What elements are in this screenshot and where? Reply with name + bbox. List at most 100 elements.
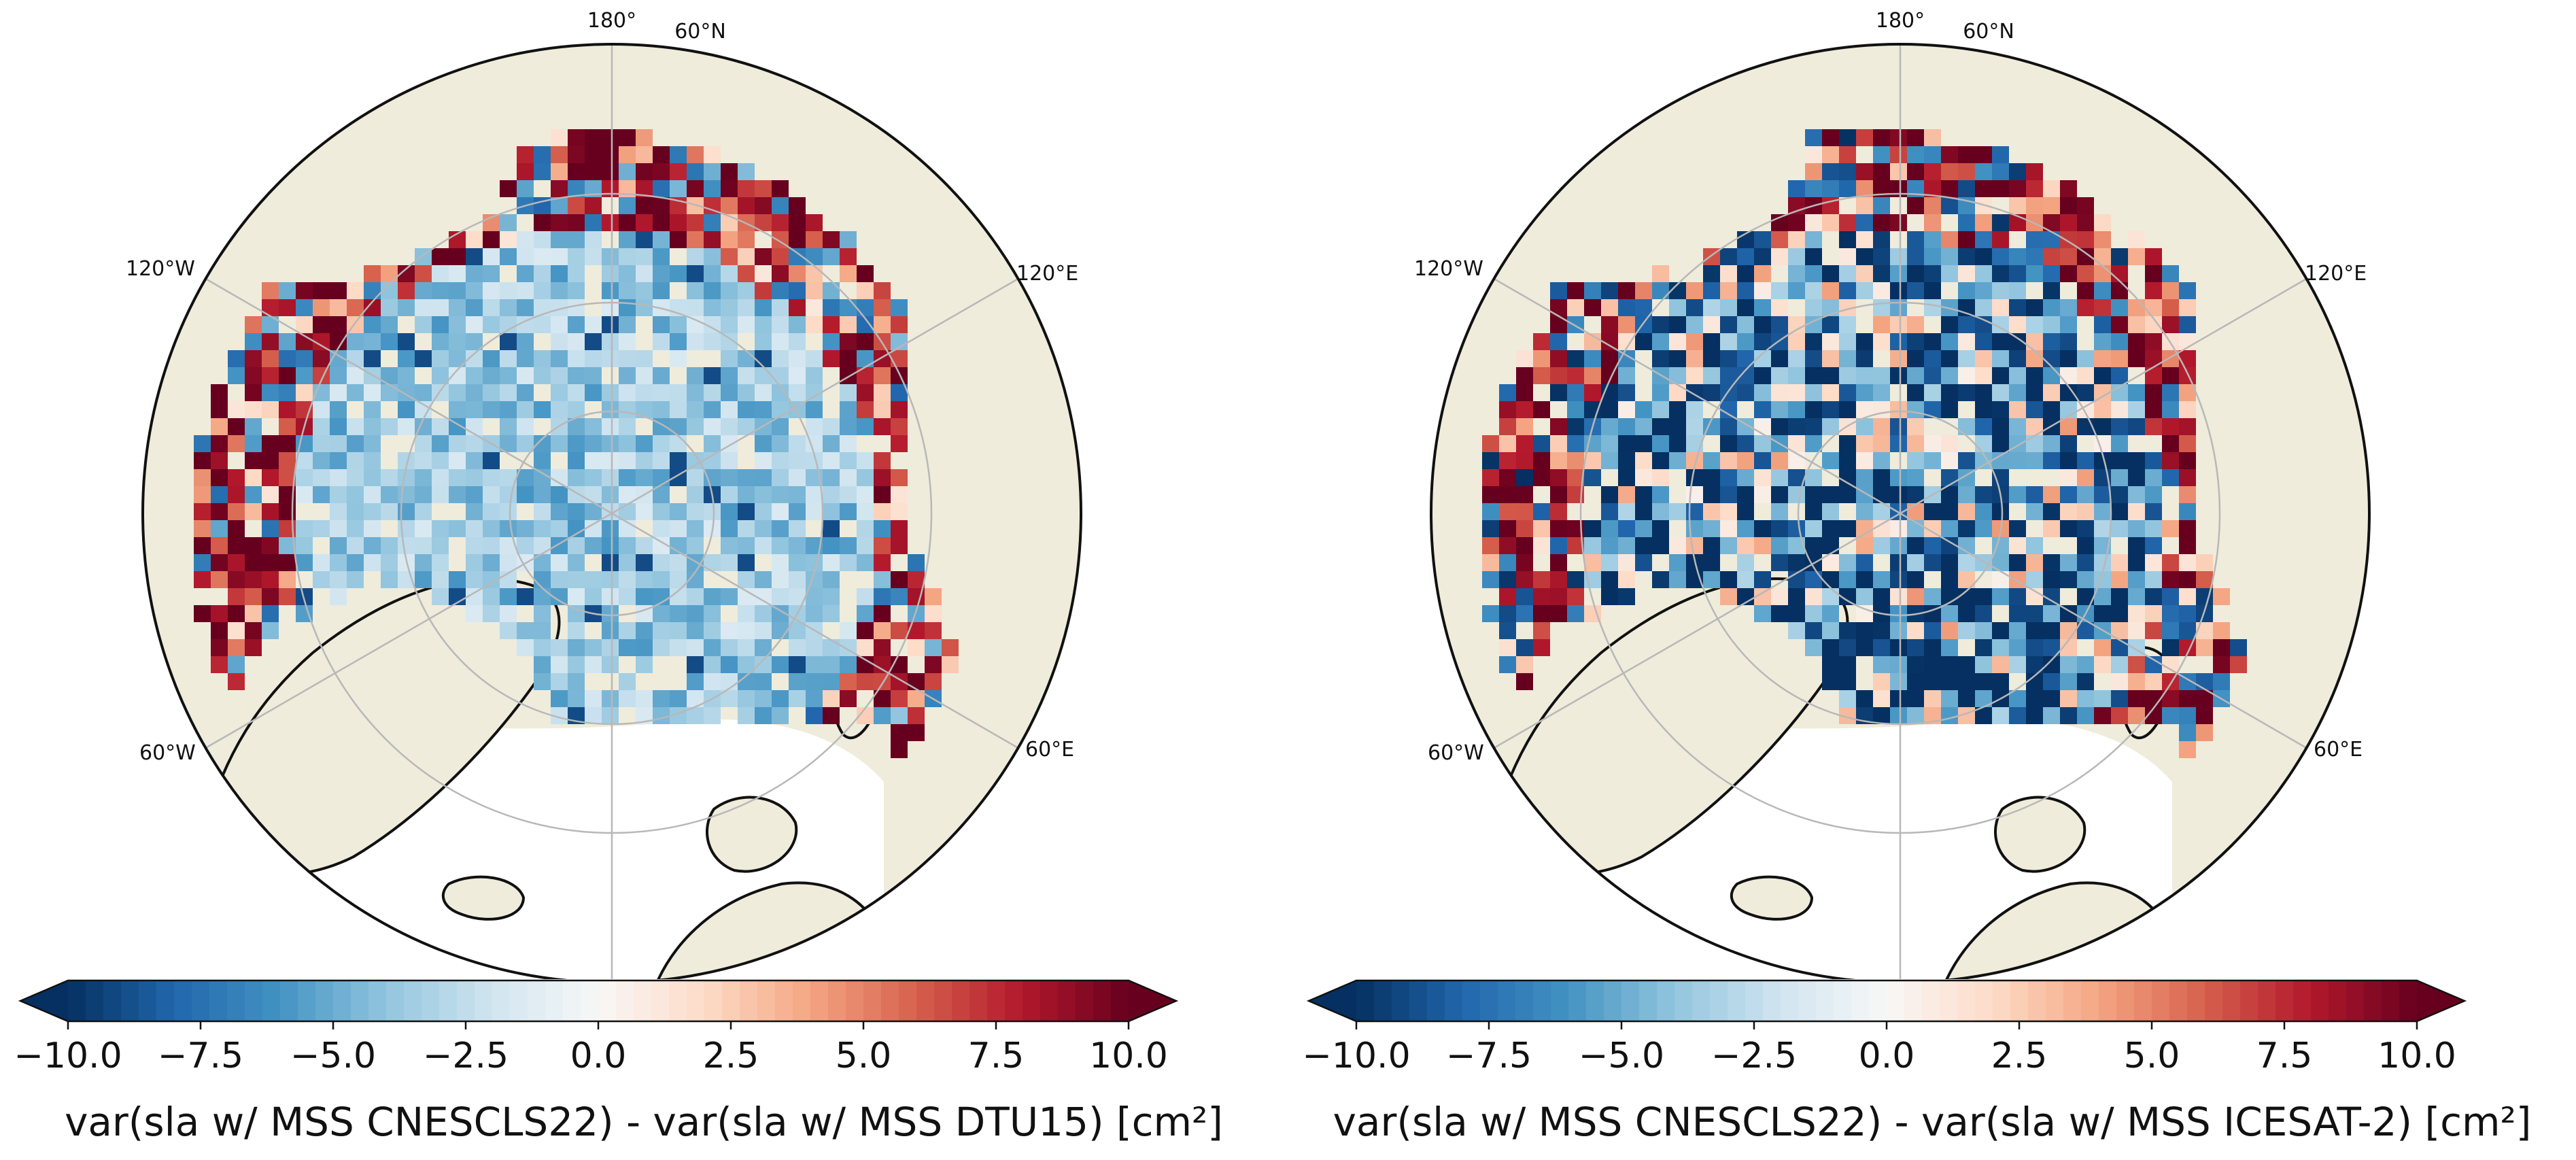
colorbar-tick-label: 5.0 bbox=[2124, 1036, 2180, 1076]
grid-cell bbox=[585, 537, 602, 554]
grid-cell bbox=[2179, 707, 2196, 724]
grid-cell bbox=[2060, 180, 2077, 197]
grid-cell bbox=[738, 554, 755, 571]
grid-cell bbox=[1992, 588, 2009, 605]
grid-cell bbox=[619, 435, 636, 452]
grid-cell bbox=[2060, 690, 2077, 707]
grid-cell bbox=[1958, 554, 1975, 571]
colorbar-segment bbox=[634, 980, 652, 1021]
grid-cell bbox=[1584, 452, 1601, 469]
grid-cell bbox=[1550, 435, 1567, 452]
grid-cell bbox=[1941, 316, 1958, 333]
grid-cell bbox=[2162, 435, 2179, 452]
grid-cell bbox=[534, 316, 551, 333]
grid-cell bbox=[1601, 486, 1618, 503]
grid-cell bbox=[789, 469, 806, 486]
grid-cell bbox=[364, 333, 381, 350]
colorbar-segment bbox=[1957, 980, 1976, 1021]
grid-cell bbox=[755, 707, 772, 724]
grid-cell bbox=[619, 554, 636, 571]
grid-cell bbox=[1601, 418, 1618, 435]
grid-cell bbox=[347, 452, 364, 469]
grid-cell bbox=[1720, 435, 1737, 452]
grid-cell bbox=[1856, 214, 1873, 231]
grid-cell bbox=[262, 537, 279, 554]
grid-cell bbox=[1839, 333, 1856, 350]
grid-cell bbox=[925, 656, 942, 673]
grid-cell bbox=[823, 248, 840, 265]
colorbar-segment bbox=[404, 980, 422, 1021]
grid-cell bbox=[2179, 554, 2196, 571]
grid-cell bbox=[1771, 367, 1788, 384]
grid-cell bbox=[313, 486, 330, 503]
grid-cell bbox=[1686, 520, 1703, 537]
grid-cell bbox=[381, 503, 398, 520]
grid-cell bbox=[1873, 656, 1890, 673]
grid-cell bbox=[1482, 605, 1499, 622]
grid-cell bbox=[1992, 401, 2009, 418]
grid-cell bbox=[2179, 452, 2196, 469]
grid-cell bbox=[1516, 554, 1533, 571]
colorbar-segment bbox=[298, 980, 316, 1021]
grid-cell bbox=[2128, 656, 2145, 673]
grid-cell bbox=[2162, 605, 2179, 622]
grid-cell bbox=[857, 486, 874, 503]
grid-cell bbox=[568, 333, 585, 350]
grid-cell bbox=[1754, 333, 1771, 350]
grid-cell bbox=[670, 384, 687, 401]
grid-cell bbox=[1652, 418, 1669, 435]
grid-cell bbox=[1992, 418, 2009, 435]
grid-cell bbox=[1992, 299, 2009, 316]
grid-cell bbox=[2060, 571, 2077, 588]
grid-cell bbox=[789, 282, 806, 299]
grid-cell bbox=[891, 707, 908, 724]
label-180: 180° bbox=[587, 9, 636, 33]
colorbar-segment bbox=[1692, 980, 1711, 1021]
grid-cell bbox=[1805, 401, 1822, 418]
grid-cell bbox=[772, 537, 789, 554]
colorbar-tick-label: 0.0 bbox=[570, 1036, 627, 1076]
grid-cell bbox=[1992, 367, 2009, 384]
grid-cell bbox=[653, 384, 670, 401]
grid-cell bbox=[1856, 639, 1873, 656]
colorbar-segment bbox=[439, 980, 458, 1021]
grid-cell bbox=[534, 163, 551, 180]
grid-cell bbox=[2162, 299, 2179, 316]
grid-cell bbox=[1618, 520, 1635, 537]
grid-cell bbox=[568, 571, 585, 588]
grid-cell bbox=[1907, 588, 1924, 605]
grid-cell bbox=[704, 282, 721, 299]
grid-cell bbox=[2196, 554, 2213, 571]
grid-cell bbox=[2213, 639, 2230, 656]
graticule-left bbox=[205, 44, 1019, 979]
grid-cell bbox=[364, 554, 381, 571]
grid-cell bbox=[721, 367, 738, 384]
grid-cell bbox=[568, 316, 585, 333]
grid-cell bbox=[1856, 537, 1873, 554]
grid-cell bbox=[551, 690, 568, 707]
grid-cell bbox=[891, 401, 908, 418]
colorbar-segment bbox=[1869, 980, 1887, 1021]
grid-cell bbox=[500, 622, 517, 639]
colorbar-tick-label: 7.5 bbox=[968, 1036, 1025, 1076]
colorbar-segment bbox=[828, 980, 846, 1021]
grid-cell bbox=[1499, 469, 1516, 486]
grid-cell bbox=[568, 231, 585, 248]
grid-cell bbox=[891, 571, 908, 588]
grid-cell bbox=[1992, 384, 2009, 401]
grid-cell bbox=[874, 554, 891, 571]
colorbar-segment bbox=[457, 980, 475, 1021]
grid-cell bbox=[2009, 350, 2026, 367]
grid-cell bbox=[2043, 384, 2060, 401]
grid-cell bbox=[806, 554, 823, 571]
grid-cell bbox=[806, 673, 823, 690]
grid-cell bbox=[1873, 231, 1890, 248]
grid-cell bbox=[840, 350, 857, 367]
grid-cell bbox=[789, 333, 806, 350]
grid-cell bbox=[1737, 469, 1754, 486]
grid-cell bbox=[823, 350, 840, 367]
grid-cell bbox=[1720, 367, 1737, 384]
colorbar-segment bbox=[863, 980, 882, 1021]
colorbar-tick-label: 2.5 bbox=[703, 1036, 759, 1076]
grid-cell bbox=[1907, 333, 1924, 350]
